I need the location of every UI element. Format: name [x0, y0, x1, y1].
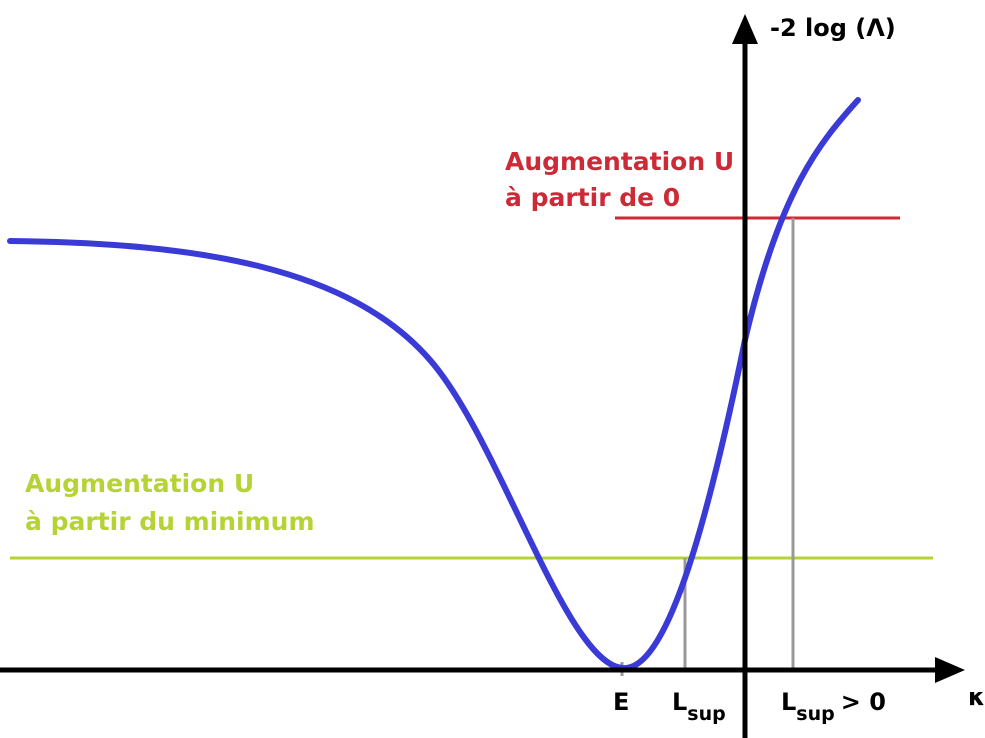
x-axis-label: κ — [968, 683, 985, 711]
lsup-sub: sup — [687, 703, 725, 725]
y-axis-label: -2 log (Λ) — [770, 14, 896, 42]
red-annotation-line2: à partir de 0 — [505, 183, 680, 212]
lsup-main: L — [672, 688, 687, 716]
lsup-pos-label: Lsup > 0 — [781, 688, 886, 725]
green-annotation-line2: à partir du minimum — [25, 507, 315, 536]
lsup-pos-suffix: > 0 — [841, 688, 886, 716]
lsup-pos-sub: sup — [796, 703, 834, 725]
green-annotation-line1: Augmentation U — [25, 469, 254, 498]
red-annotation-line1: Augmentation U — [505, 147, 734, 176]
e-label: E — [613, 688, 629, 716]
likelihood-curve — [7, 97, 861, 672]
lsup-label: Lsup — [672, 688, 726, 725]
x-axis-arrow — [935, 657, 965, 683]
y-axis-arrow — [732, 14, 758, 44]
lsup-pos-main: L — [781, 688, 796, 716]
